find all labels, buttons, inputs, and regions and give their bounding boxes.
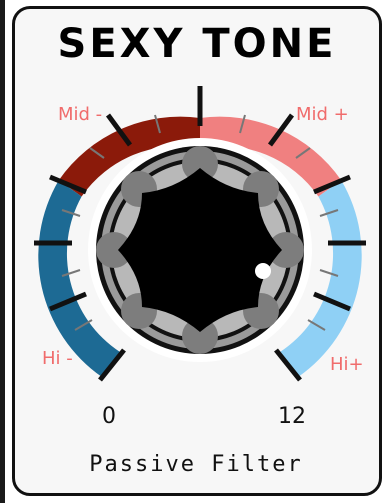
dot-indicator-icon xyxy=(255,263,271,279)
arc-mid-plus xyxy=(200,116,342,197)
arc-hi-minus xyxy=(38,180,120,377)
arc-mid-minus xyxy=(58,116,200,197)
label-hi-minus: Hi - xyxy=(42,348,73,369)
scale-max-label: 12 xyxy=(278,404,306,429)
scale-min-label: 0 xyxy=(102,404,116,429)
major-ticks xyxy=(34,86,366,382)
panel-title: SEXY TONE xyxy=(57,21,337,67)
label-mid-plus: Mid + xyxy=(296,104,349,125)
panel-subtitle: Passive Filter xyxy=(89,452,303,477)
left-edge-bar xyxy=(0,0,5,503)
label-mid-minus: Mid - xyxy=(58,104,103,125)
tone-knob[interactable] xyxy=(88,138,312,362)
minor-ticks xyxy=(61,114,339,331)
label-hi-plus: Hi+ xyxy=(330,354,364,375)
arc-hi-plus xyxy=(280,180,362,377)
